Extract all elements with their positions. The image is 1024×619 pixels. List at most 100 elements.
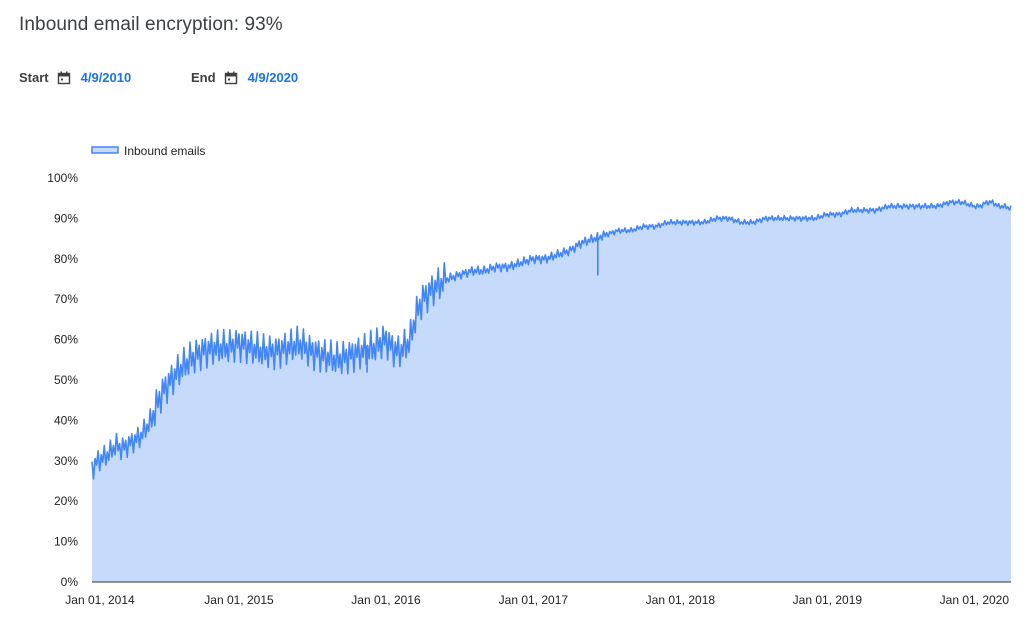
x-tick-label: Jan 01, 2020 bbox=[940, 593, 1010, 607]
data-point bbox=[189, 359, 191, 361]
data-point bbox=[655, 226, 657, 228]
y-tick-label: 50% bbox=[54, 373, 78, 387]
end-date-control[interactable]: End 4/9/2020 bbox=[191, 70, 298, 85]
data-point bbox=[145, 428, 147, 430]
y-tick-label: 90% bbox=[54, 211, 78, 225]
data-point bbox=[91, 468, 93, 470]
data-point bbox=[115, 444, 117, 446]
data-point bbox=[262, 351, 264, 353]
plot-area bbox=[91, 198, 1012, 583]
data-point bbox=[740, 222, 742, 224]
x-tick-label: Jan 01, 2019 bbox=[793, 593, 863, 607]
data-point bbox=[140, 436, 142, 438]
data-point bbox=[667, 222, 669, 224]
data-point bbox=[311, 351, 313, 353]
x-tick-label: Jan 01, 2014 bbox=[65, 593, 135, 607]
data-point bbox=[287, 347, 289, 349]
y-tick-label: 0% bbox=[61, 575, 79, 589]
data-point bbox=[643, 226, 645, 228]
data-point bbox=[409, 339, 411, 341]
data-point bbox=[961, 201, 963, 203]
data-point bbox=[716, 218, 718, 220]
data-point bbox=[802, 218, 804, 220]
data-point bbox=[446, 278, 448, 280]
data-point bbox=[458, 274, 460, 276]
chart-legend: Inbound emails bbox=[91, 144, 205, 158]
data-point bbox=[127, 444, 129, 446]
data-point bbox=[569, 250, 571, 252]
data-point bbox=[618, 230, 620, 232]
data-point bbox=[827, 214, 829, 216]
data-point bbox=[226, 347, 228, 349]
data-point bbox=[839, 214, 841, 216]
data-point bbox=[133, 440, 135, 442]
data-point bbox=[158, 399, 160, 401]
data-point bbox=[398, 351, 400, 353]
data-point bbox=[605, 234, 607, 236]
data-point bbox=[790, 218, 792, 220]
data-point bbox=[912, 205, 914, 207]
y-tick-label: 80% bbox=[54, 252, 78, 266]
data-point bbox=[924, 205, 926, 207]
data-point bbox=[251, 347, 253, 349]
data-point bbox=[422, 298, 424, 300]
data-point bbox=[373, 347, 375, 349]
data-point bbox=[1003, 205, 1005, 207]
page-title: Inbound email encryption: 93% bbox=[19, 14, 283, 35]
data-point bbox=[201, 351, 203, 353]
data-point bbox=[556, 254, 558, 256]
start-label: Start bbox=[19, 70, 49, 85]
data-point bbox=[979, 205, 981, 207]
data-point bbox=[238, 343, 240, 345]
data-point bbox=[520, 262, 522, 264]
data-point bbox=[471, 270, 473, 272]
data-point bbox=[887, 205, 889, 207]
calendar-icon[interactable] bbox=[57, 71, 71, 85]
data-point bbox=[992, 201, 994, 203]
y-tick-label: 70% bbox=[54, 292, 78, 306]
data-point bbox=[391, 347, 393, 349]
data-point bbox=[324, 355, 326, 357]
data-point bbox=[533, 258, 535, 260]
data-point bbox=[974, 205, 976, 207]
data-point bbox=[152, 416, 154, 418]
data-point bbox=[545, 258, 547, 260]
data-point bbox=[728, 218, 730, 220]
data-point bbox=[777, 218, 779, 220]
data-point bbox=[496, 266, 498, 268]
end-date-value[interactable]: 4/9/2020 bbox=[247, 70, 299, 85]
area-fill-inbound-emails bbox=[92, 199, 1011, 582]
data-point bbox=[986, 201, 988, 203]
end-label: End bbox=[191, 70, 216, 85]
data-point bbox=[385, 339, 387, 341]
y-tick-label: 40% bbox=[54, 413, 78, 427]
data-point bbox=[593, 238, 595, 240]
data-point bbox=[109, 452, 111, 454]
data-point bbox=[630, 230, 632, 232]
data-point bbox=[274, 351, 276, 353]
start-date-control[interactable]: Start 4/9/2010 bbox=[19, 70, 131, 85]
x-axis: Jan 01, 2014 Jan 01, 2015 Jan 01, 2016 Jan … bbox=[65, 593, 1009, 607]
data-point bbox=[875, 210, 877, 212]
x-tick-label: Jan 01, 2016 bbox=[351, 593, 421, 607]
data-point bbox=[581, 242, 583, 244]
start-date-value[interactable]: 4/9/2010 bbox=[80, 70, 132, 85]
series-line-inbound-emails bbox=[91, 198, 1012, 480]
data-point bbox=[121, 448, 123, 450]
y-tick-label: 100% bbox=[47, 171, 78, 185]
data-point bbox=[378, 343, 380, 345]
data-point bbox=[483, 270, 485, 272]
calendar-icon[interactable] bbox=[224, 71, 238, 85]
y-tick-label: 10% bbox=[54, 535, 78, 549]
data-point bbox=[752, 222, 754, 224]
data-point bbox=[899, 205, 901, 207]
data-point bbox=[336, 359, 338, 361]
data-point bbox=[998, 205, 1000, 207]
y-tick-label: 60% bbox=[54, 333, 78, 347]
data-point bbox=[299, 343, 301, 345]
data-point bbox=[949, 201, 951, 203]
data-point bbox=[680, 222, 682, 224]
data-point bbox=[850, 210, 852, 212]
x-tick-label: Jan 01, 2017 bbox=[499, 593, 569, 607]
data-point bbox=[814, 218, 816, 220]
